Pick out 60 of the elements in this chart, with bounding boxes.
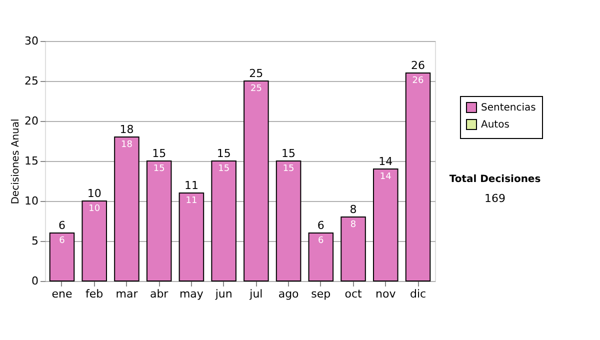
- x-tick-label: jun: [214, 288, 232, 300]
- bar: [82, 200, 107, 282]
- x-tick-label: oct: [344, 288, 363, 300]
- total-label: 26: [411, 59, 426, 72]
- total-label: 18: [120, 123, 134, 136]
- text: 169: [484, 192, 506, 205]
- y-tick-label: 25: [24, 74, 38, 88]
- total-label: 25: [249, 67, 264, 80]
- legend-label: Autos: [481, 120, 510, 130]
- bar: [276, 160, 302, 282]
- y-tick-label: 20: [24, 114, 38, 128]
- bar: [49, 232, 75, 282]
- data-label: 6: [59, 236, 66, 246]
- total-label: 11: [184, 179, 198, 192]
- total-label: 8: [350, 203, 357, 216]
- bar: [340, 216, 366, 282]
- x-tick-label: nov: [376, 288, 396, 300]
- bar: [244, 80, 269, 282]
- data-label: 8: [350, 220, 356, 230]
- y-tick-label: 10: [24, 194, 38, 208]
- x-tick-label: abr: [150, 288, 169, 300]
- bar: [211, 160, 236, 282]
- total-label: 10: [87, 187, 102, 200]
- x-tick-label: feb: [86, 288, 104, 300]
- y-tick-label: 15: [24, 154, 38, 168]
- total-label: 15: [152, 147, 166, 160]
- data-label: 15: [218, 164, 230, 174]
- data-label: 6: [318, 236, 324, 246]
- x-tick-label: mar: [116, 288, 138, 300]
- bar: [308, 232, 334, 282]
- x-tick-label: dic: [410, 288, 426, 300]
- x-tick-label: sep: [311, 288, 331, 300]
- data-label: 25: [250, 84, 262, 94]
- y-tick-label: 5: [32, 234, 38, 248]
- total-label: 15: [216, 147, 231, 160]
- data-label: 11: [186, 196, 198, 206]
- total-label: 6: [58, 219, 66, 232]
- total-label: 14: [378, 155, 393, 168]
- y-tick-label: 0: [32, 274, 38, 288]
- bar: [114, 136, 140, 282]
- x-tick-label: may: [179, 288, 204, 300]
- data-label: 15: [153, 164, 165, 174]
- text: Total Decisiones: [449, 174, 541, 185]
- x-tick-label: ene: [52, 288, 72, 300]
- total-label: 6: [317, 219, 324, 232]
- y-axis-title: Decisiones Anual: [10, 118, 22, 204]
- x-tick-label: jul: [248, 288, 263, 300]
- y-tick-label: 30: [24, 34, 38, 48]
- bar: [178, 192, 204, 282]
- bar: [373, 168, 398, 282]
- total-label: 15: [282, 147, 296, 160]
- legend-label: Sentencias: [481, 102, 536, 114]
- data-label: 15: [282, 164, 294, 174]
- data-label: 10: [88, 204, 100, 214]
- x-tick-label: ago: [278, 288, 300, 300]
- bar: [146, 160, 172, 282]
- bar: [405, 72, 431, 282]
- data-label: 26: [412, 76, 424, 86]
- data-label: 18: [120, 140, 133, 150]
- data-label: 14: [380, 172, 392, 182]
